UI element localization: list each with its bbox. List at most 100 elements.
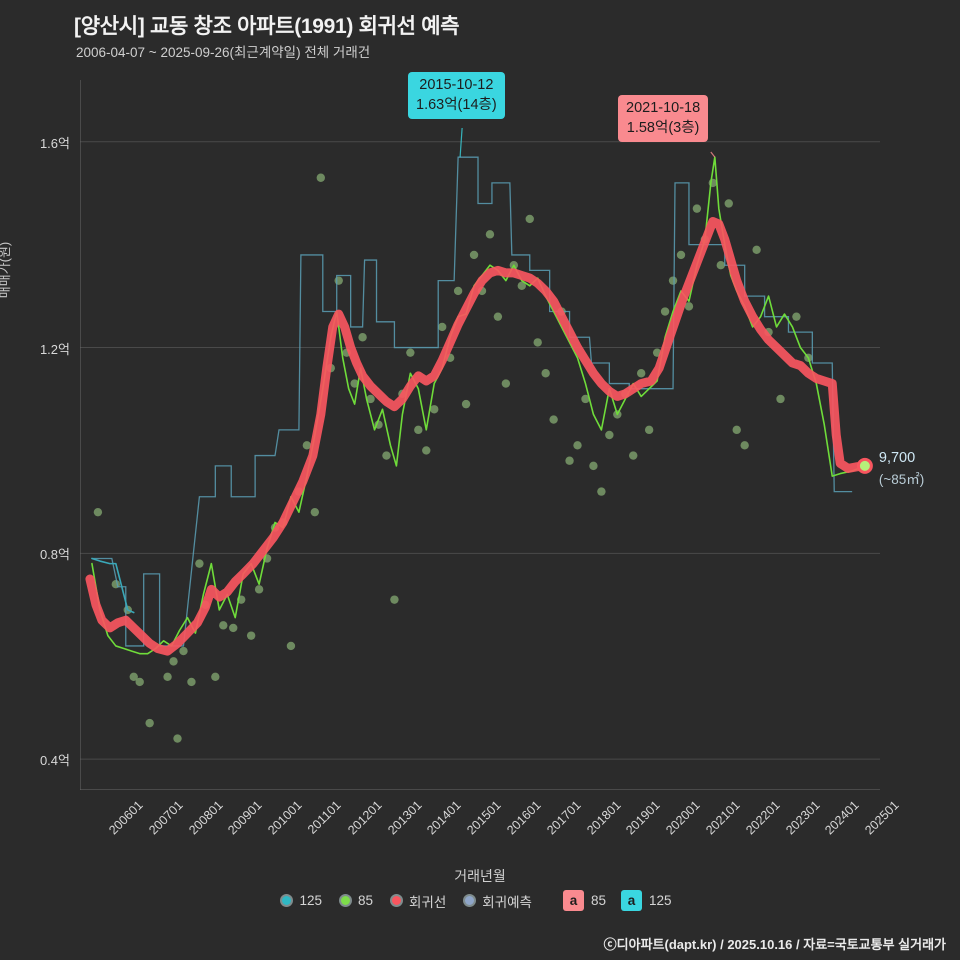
x-tick-label: 201201 bbox=[345, 798, 385, 838]
callout-value: 1.63억(14층) bbox=[416, 97, 497, 113]
legend-item-85[interactable]: 85 bbox=[338, 893, 374, 908]
scatter-point bbox=[740, 441, 749, 450]
scatter-point bbox=[382, 451, 391, 460]
scatter-point bbox=[219, 621, 228, 630]
x-tick-label: 202101 bbox=[703, 798, 743, 838]
x-tick-label: 200701 bbox=[146, 798, 186, 838]
scatter-point bbox=[732, 425, 741, 435]
scatter-point bbox=[549, 415, 558, 424]
y-tick-label: 0.8억 bbox=[39, 547, 70, 563]
scatter-point bbox=[169, 657, 178, 666]
scatter-point bbox=[589, 461, 598, 471]
x-tick-label: 202401 bbox=[822, 798, 863, 838]
scatter-point bbox=[660, 307, 670, 316]
legend-label: 125 bbox=[299, 893, 322, 908]
scatter-point bbox=[179, 646, 188, 656]
scatter-point bbox=[684, 302, 694, 311]
scatter-point bbox=[776, 394, 785, 404]
x-tick-label: 201601 bbox=[504, 798, 544, 838]
callout-connector bbox=[710, 151, 716, 158]
scatter-point bbox=[195, 559, 204, 568]
scatter-point bbox=[792, 312, 801, 321]
scatter-point bbox=[145, 718, 154, 728]
scatter-point bbox=[752, 245, 761, 254]
y-tick-label: 1.6억 bbox=[39, 135, 70, 151]
x-tick-label: 202201 bbox=[743, 798, 783, 838]
page-title: [양산시] 교동 창조 아파트(1991) 회귀선 예측 bbox=[74, 15, 460, 38]
x-tick-label: 201801 bbox=[583, 798, 624, 838]
x-tick-label: 202501 bbox=[862, 798, 902, 838]
callout-peak-2015: 2015-10-12 1.63억(14층) bbox=[408, 72, 505, 119]
series-line-회귀선 bbox=[85, 216, 870, 656]
scatter-point bbox=[644, 425, 654, 435]
scatter-point bbox=[229, 623, 238, 633]
legend-label: 85 bbox=[357, 893, 374, 908]
legend-marker-icon bbox=[463, 894, 477, 907]
callout-date: 2015-10-12 bbox=[419, 77, 494, 93]
x-tick-label: 202001 bbox=[663, 798, 703, 838]
x-axis-label: 거래년월 bbox=[454, 868, 506, 884]
scatter-point bbox=[358, 333, 367, 342]
scatter-point bbox=[302, 441, 312, 450]
scatter-point bbox=[173, 734, 182, 743]
scatter-point bbox=[461, 399, 471, 409]
scatter-point bbox=[350, 379, 359, 388]
scatter-point bbox=[453, 286, 463, 296]
scatter-point bbox=[316, 173, 325, 182]
scatter-point bbox=[676, 250, 686, 260]
scatter-point bbox=[163, 672, 172, 682]
end-point-value: 9,700 bbox=[878, 449, 916, 466]
legend-marker-icon bbox=[390, 894, 404, 907]
scatter-point bbox=[573, 441, 582, 450]
x-tick-label: 202301 bbox=[782, 798, 823, 838]
callout-connector bbox=[459, 127, 463, 158]
x-tick-label: 200901 bbox=[225, 798, 266, 838]
x-tick-label: 200801 bbox=[185, 798, 226, 838]
legend-chip[interactable]: a bbox=[562, 890, 584, 911]
scatter-point bbox=[636, 369, 646, 378]
scatter-point bbox=[517, 281, 526, 290]
chart-legend: 125 85 회귀선 회귀예측 a 85 a 125 bbox=[0, 890, 960, 911]
scatter-point bbox=[422, 446, 431, 455]
scatter-point bbox=[211, 672, 220, 682]
series-line-85 bbox=[91, 156, 866, 655]
scatter-point bbox=[414, 425, 423, 435]
x-tick-label: 201401 bbox=[424, 798, 465, 838]
scatter-point bbox=[605, 430, 614, 440]
legend-item-회귀선[interactable]: 회귀선 bbox=[390, 891, 446, 911]
scatter-point bbox=[541, 369, 550, 378]
chart-svg bbox=[80, 80, 880, 790]
scatter-point bbox=[254, 585, 264, 594]
x-tick-label: 201701 bbox=[544, 798, 584, 838]
scatter-point bbox=[187, 677, 196, 687]
page-subtitle: 2006-04-07 ~ 2025-09-26(최근계약일) 전체 거래건 bbox=[76, 45, 371, 60]
legend-label: 회귀예측 bbox=[482, 894, 532, 910]
scatter-point bbox=[286, 641, 296, 651]
series-line-회귀예측 bbox=[91, 156, 853, 647]
scatter-point bbox=[493, 312, 503, 321]
scatter-point bbox=[533, 338, 542, 347]
legend-chip[interactable]: a bbox=[621, 890, 642, 911]
legend-marker-icon bbox=[338, 894, 352, 907]
scatter-point bbox=[390, 595, 399, 604]
x-tick-label: 201501 bbox=[464, 798, 504, 838]
scatter-point bbox=[93, 507, 103, 517]
x-tick-label: 201101 bbox=[304, 798, 344, 837]
scatter-point bbox=[310, 507, 320, 517]
scatter-point bbox=[334, 276, 343, 285]
legend-item-125[interactable]: 125 bbox=[280, 893, 322, 908]
callout-value: 1.58억(3층) bbox=[626, 120, 700, 136]
x-tick-label: 201301 bbox=[384, 798, 425, 838]
callout-date: 2021-10-18 bbox=[626, 100, 701, 116]
legend-item-회귀예측[interactable]: 회귀예측 bbox=[463, 891, 532, 911]
x-tick-label: 201901 bbox=[623, 798, 664, 838]
series-line-125 bbox=[91, 557, 135, 614]
scatter-point bbox=[135, 677, 144, 687]
end-point-label: 9,700 (~85㎡) bbox=[879, 450, 924, 488]
legend-label: 회귀선 bbox=[409, 894, 447, 910]
scatter-point bbox=[129, 672, 138, 682]
scatter-point bbox=[501, 379, 511, 388]
scatter-point bbox=[565, 456, 574, 465]
scatter-point bbox=[525, 214, 534, 224]
